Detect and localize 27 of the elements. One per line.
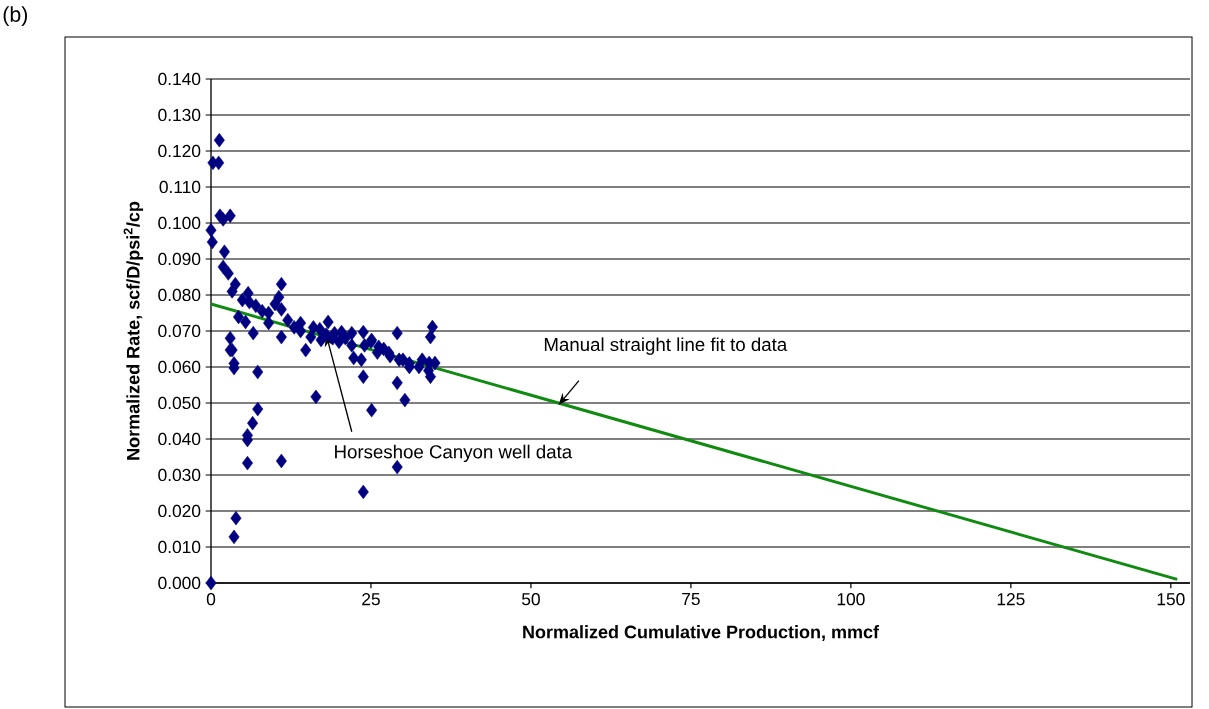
- y-tick-label: 0.100: [158, 216, 201, 230]
- y-tick-label: 0.040: [158, 432, 201, 446]
- x-tick-label: 125: [997, 593, 1025, 606]
- x-tick-label: 100: [837, 593, 865, 606]
- y-axis-title: Normalized Rate, scf/D/psi$^{2}$/cp: [123, 201, 144, 460]
- y-tick-label: 0.120: [158, 144, 201, 158]
- y-tick-label: 0.030: [158, 468, 201, 482]
- x-axis-title: Normalized Cumulative Production, mmcf: [523, 625, 880, 641]
- x-tick-label: 75: [682, 593, 700, 606]
- y-tick-label: 0.010: [158, 540, 201, 554]
- y-tick-label: 0.140: [158, 72, 201, 86]
- y-tick-label: 0.110: [159, 180, 201, 194]
- text: (b): [3, 6, 28, 27]
- y-tick-label: 0.080: [158, 288, 201, 302]
- y-tick-label: 0.020: [158, 504, 201, 518]
- x-tick-label: 150: [1157, 593, 1185, 606]
- y-tick-label: 0.130: [158, 108, 201, 122]
- annotation: Manual straight line fit to data: [544, 337, 788, 355]
- x-tick-label: 0: [206, 593, 216, 606]
- y-tick-label: 0.000: [158, 576, 201, 590]
- annotation: Horseshoe Canyon well data: [335, 444, 573, 463]
- y-tick-label: 0.050: [158, 396, 201, 410]
- y-tick-label: 0.070: [158, 324, 201, 338]
- y-tick-label: 0.060: [158, 360, 201, 374]
- x-tick-label: 25: [362, 593, 380, 606]
- y-tick-label: 0.090: [158, 252, 201, 266]
- x-tick-label: 50: [521, 593, 540, 606]
